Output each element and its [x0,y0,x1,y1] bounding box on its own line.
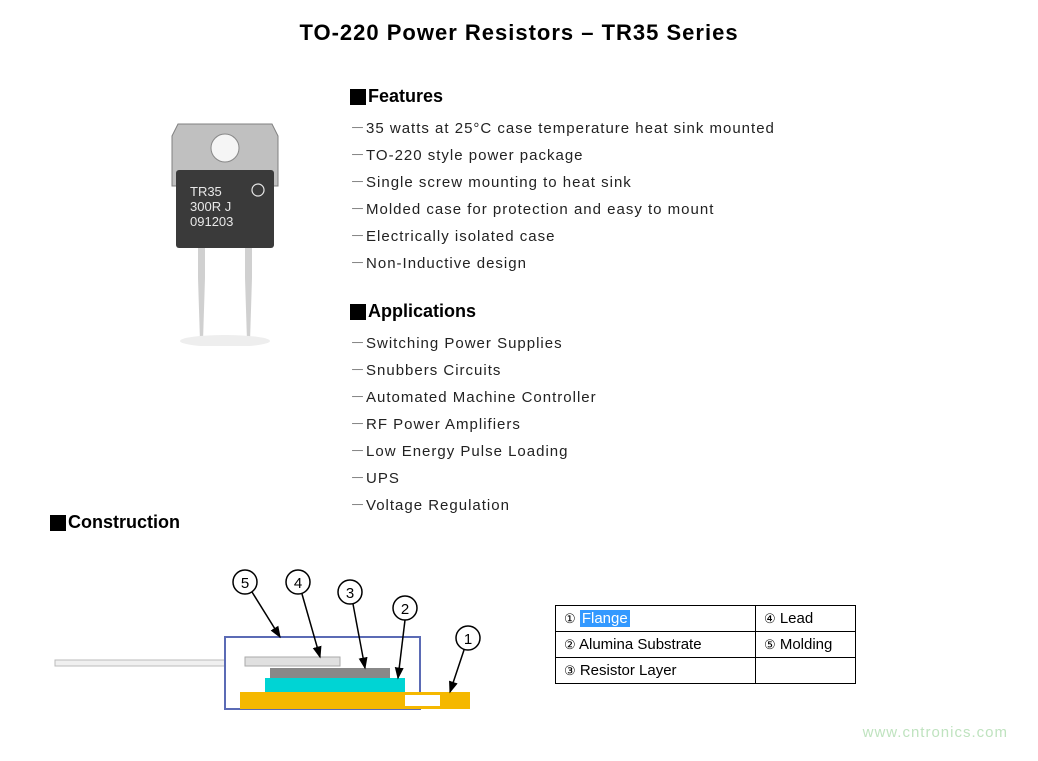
feature-item: －TO-220 style power package [350,142,988,169]
application-item: －Automated Machine Controller [350,384,988,411]
construction-diagram: 5 4 3 2 1 [50,560,500,750]
svg-text:5: 5 [241,575,249,592]
svg-text:2: 2 [401,601,409,618]
feature-item: －Molded case for protection and easy to … [350,196,988,223]
chip-label-2: 300R J [190,199,231,214]
page-title: TO-220 Power Resistors – TR35 Series [50,20,988,46]
feature-item: －35 watts at 25°C case temperature heat … [350,115,988,142]
features-heading: Features [350,86,988,107]
product-image: TR35 300R J 091203 [50,76,310,519]
square-bullet-icon [350,89,366,105]
table-cell: ⑤ Molding [756,632,856,658]
table-cell: ③ Resistor Layer [556,658,756,684]
construction-parts-table: ① Flange ④ Lead ② Alumina Substrate ⑤ Mo… [555,605,856,684]
chip-label-3: 091203 [190,214,233,229]
svg-text:3: 3 [346,585,354,602]
application-item: －Low Energy Pulse Loading [350,438,988,465]
application-item: －UPS [350,465,988,492]
highlighted-text: Flange [580,610,630,627]
applications-heading: Applications [350,301,988,322]
application-item: －Snubbers Circuits [350,357,988,384]
square-bullet-icon [350,304,366,320]
feature-item: －Electrically isolated case [350,223,988,250]
chip-label-1: TR35 [190,184,222,199]
svg-text:1: 1 [464,631,472,648]
square-bullet-icon [50,515,66,531]
application-item: －Switching Power Supplies [350,330,988,357]
table-cell [756,658,856,684]
application-item: －RF Power Amplifiers [350,411,988,438]
table-cell: ① Flange [556,606,756,632]
feature-item: －Single screw mounting to heat sink [350,169,988,196]
table-cell: ② Alumina Substrate [556,632,756,658]
table-cell: ④ Lead [756,606,856,632]
feature-item: －Non-Inductive design [350,250,988,277]
svg-text:4: 4 [294,575,302,592]
watermark: www.cntronics.com [863,724,1008,741]
construction-heading: Construction [50,512,180,533]
application-item: －Voltage Regulation [350,492,988,519]
